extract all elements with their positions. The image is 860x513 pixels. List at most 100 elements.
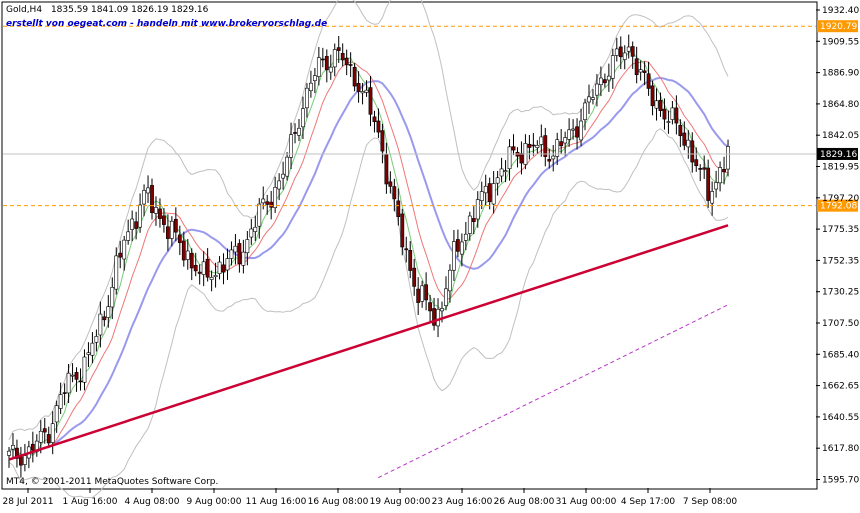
candle-body (618, 46, 623, 58)
candle-body (126, 231, 131, 241)
candle-body (372, 116, 377, 123)
candle-body (551, 155, 556, 160)
candle-body (138, 204, 142, 228)
candle-body (666, 121, 671, 123)
candle-body (575, 126, 579, 138)
ma-fast-line (8, 51, 729, 456)
y-tick-label: 1797.20 (822, 194, 859, 204)
candle-body (320, 58, 325, 61)
candle-body (535, 145, 540, 148)
bollinger-bands (8, 0, 729, 499)
trendline-support (8, 224, 729, 461)
candle-body (253, 226, 258, 232)
copyright-text: MT4, © 2001-2011 MetaQuotes Software Cor… (6, 477, 218, 487)
candle-body (94, 336, 99, 343)
candle-body (297, 127, 301, 136)
candle-body (360, 91, 365, 94)
x-tick-label: 7 Sep 08:00 (683, 497, 738, 507)
candle-body (7, 450, 11, 456)
candle-body (46, 434, 51, 444)
candle-body (479, 191, 484, 201)
candle-body (82, 356, 87, 383)
candle-body (511, 146, 516, 151)
x-tick-label: 19 Aug 00:00 (370, 497, 431, 507)
y-tick-label: 1685.40 (822, 350, 859, 360)
candle-body (587, 96, 591, 103)
candle-body (273, 186, 278, 209)
candle-body (154, 207, 158, 214)
candle-body (674, 107, 679, 124)
credit-text: erstellt von oegeat.com - handeln mit ww… (6, 19, 327, 29)
candle-body (177, 234, 182, 243)
x-tick-label: 4 Aug 08:00 (125, 497, 180, 507)
candle-body (630, 46, 635, 57)
candle-body (416, 288, 421, 303)
level-label-bg (817, 20, 858, 33)
y-tick-label: 1775.35 (822, 225, 859, 235)
candle-body (118, 252, 123, 258)
candle-body (444, 288, 448, 306)
y-tick-label: 1640.55 (822, 413, 859, 423)
candle-body (142, 190, 146, 205)
horizontal-levels: 1920.79 1792.08 1829.16 (3, 20, 858, 212)
candle-body (352, 66, 357, 87)
current-price-label: 1829.16 (820, 150, 857, 160)
y-tick-label: 1707.50 (822, 319, 859, 329)
level-label: 1792.08 (820, 202, 857, 212)
bollinger-lower-line (8, 128, 729, 499)
trendline-channel-lower (378, 304, 729, 479)
candle-body (169, 220, 174, 239)
bollinger-upper-line (8, 0, 729, 441)
candle-body (277, 180, 282, 190)
candle-body (448, 269, 452, 292)
candle-body (670, 107, 675, 120)
candlesticks (7, 34, 730, 478)
candle-body (563, 137, 568, 144)
candle-body (440, 308, 444, 312)
candle-body (428, 302, 432, 312)
candle-body (400, 213, 405, 248)
candle-body (249, 228, 254, 238)
candle-body (166, 226, 170, 239)
y-tick-label: 1662.65 (822, 382, 859, 392)
candle-body (162, 215, 166, 225)
candle-body (185, 250, 190, 260)
candle-body (261, 198, 266, 204)
candle-body (384, 153, 389, 185)
candle-body (622, 52, 627, 60)
candle-body (408, 250, 413, 271)
candle-body (650, 85, 655, 107)
candle-body (432, 308, 436, 326)
candle-body (38, 430, 43, 443)
candle-body (455, 239, 460, 252)
candle-body (324, 55, 329, 71)
candle-body (221, 264, 226, 273)
candle-body (316, 57, 321, 77)
candle-body (424, 284, 429, 301)
candle-body (392, 186, 397, 200)
x-tick-label: 1 Aug 16:00 (63, 497, 118, 507)
candle-body (602, 79, 607, 84)
candle-body (173, 218, 178, 233)
candle-body (491, 183, 496, 205)
candle-body (686, 139, 691, 148)
candle-body (229, 249, 234, 259)
candle-body (507, 146, 512, 170)
candle-body (483, 185, 488, 194)
candle-body (722, 168, 726, 173)
candle-body (579, 120, 583, 141)
candle-body (58, 394, 63, 409)
candle-body (269, 201, 274, 208)
candle-body (452, 241, 456, 271)
candle-body (718, 167, 722, 184)
candle-body (15, 447, 19, 459)
candle-body (293, 132, 297, 134)
candle-body (301, 108, 305, 128)
candle-body (181, 240, 186, 261)
candle-body (86, 352, 91, 355)
candle-body (606, 75, 611, 81)
candle-body (289, 134, 293, 158)
ma-mid-line (8, 60, 729, 456)
candle-body (158, 208, 162, 219)
